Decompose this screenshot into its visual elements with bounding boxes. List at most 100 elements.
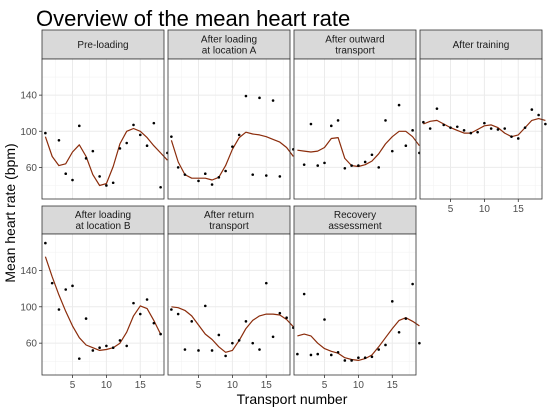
- x-axis-title: Transport number: [237, 391, 348, 407]
- data-point: [329, 353, 333, 357]
- data-point: [210, 349, 214, 352]
- data-point: [64, 172, 68, 176]
- data-point: [231, 341, 234, 345]
- data-point: [428, 127, 432, 130]
- data-point: [44, 131, 47, 135]
- data-point: [544, 122, 547, 126]
- data-point: [343, 166, 347, 170]
- data-point: [343, 359, 347, 362]
- data-point: [111, 181, 115, 185]
- data-point: [71, 178, 74, 182]
- panel-border: [41, 58, 165, 200]
- data-point: [105, 344, 108, 348]
- panel-border: [419, 58, 543, 200]
- data-point: [523, 126, 527, 129]
- data-point: [323, 318, 326, 321]
- facet-strip: [41, 29, 165, 60]
- data-point: [316, 352, 320, 356]
- data-point: [237, 339, 241, 342]
- data-point: [224, 354, 227, 358]
- data-point: [50, 281, 54, 285]
- data-point: [323, 161, 326, 165]
- data-point: [111, 346, 115, 350]
- data-point: [77, 124, 81, 128]
- data-point: [516, 137, 520, 140]
- data-point: [251, 341, 255, 345]
- data-point: [159, 332, 162, 336]
- data-point: [404, 317, 408, 320]
- data-point: [138, 133, 142, 137]
- smooth-trend-line: [297, 317, 420, 361]
- data-point: [530, 108, 534, 111]
- data-point: [370, 355, 374, 359]
- x-tick-label: 15: [135, 380, 147, 391]
- data-point: [190, 320, 194, 323]
- data-point: [197, 179, 200, 183]
- facet-strip-label: After return: [204, 210, 254, 221]
- data-point: [384, 343, 387, 347]
- data-point: [152, 321, 156, 325]
- data-point: [377, 166, 381, 169]
- panel-background: [294, 234, 416, 375]
- panel-background: [168, 59, 290, 199]
- data-point: [258, 348, 261, 351]
- data-point: [84, 317, 88, 320]
- data-point: [203, 304, 207, 308]
- data-point: [237, 133, 241, 137]
- data-point: [422, 120, 425, 124]
- data-point: [285, 316, 288, 319]
- data-point: [350, 164, 353, 167]
- x-tick-label: 15: [513, 204, 525, 215]
- panel-background: [42, 59, 164, 199]
- x-tick-label: 10: [479, 204, 491, 215]
- data-point: [390, 300, 394, 303]
- data-point: [537, 113, 540, 117]
- data-point: [244, 94, 248, 98]
- data-point: [98, 346, 101, 350]
- panel-background: [42, 234, 164, 375]
- data-point: [176, 166, 180, 169]
- data-point: [91, 349, 95, 352]
- facet-strip-label: at location B: [75, 221, 130, 232]
- data-point: [397, 103, 401, 107]
- smooth-trend-line: [170, 131, 294, 181]
- data-point: [98, 175, 101, 178]
- facet-strip-label: Pre-loading: [77, 40, 128, 51]
- x-tick-label: 15: [387, 380, 399, 391]
- data-point: [244, 320, 248, 323]
- data-point: [336, 119, 340, 122]
- data-point: [57, 138, 61, 142]
- data-point: [203, 172, 207, 176]
- data-point: [217, 176, 221, 179]
- data-point: [503, 127, 507, 130]
- data-point: [296, 352, 299, 356]
- data-point: [132, 123, 135, 127]
- panel-border: [293, 58, 417, 200]
- data-point: [138, 312, 142, 316]
- data-point: [476, 130, 479, 134]
- smooth-trend-line: [44, 256, 162, 351]
- data-point: [510, 135, 513, 138]
- facet-strip: [41, 205, 165, 235]
- data-point: [258, 96, 261, 100]
- panel-background: [420, 59, 542, 199]
- data-point: [404, 144, 408, 148]
- y-tick-label: 100: [20, 302, 37, 313]
- data-point: [390, 149, 394, 153]
- data-point: [118, 339, 122, 342]
- data-point: [271, 99, 275, 102]
- panel-border: [167, 58, 291, 200]
- x-tick-label: 5: [448, 204, 454, 215]
- data-point: [264, 174, 268, 177]
- data-point: [231, 145, 234, 148]
- data-point: [435, 107, 439, 110]
- data-point: [350, 359, 353, 362]
- smooth-trend-line: [44, 127, 168, 187]
- facet-strip-label: After outward: [325, 35, 384, 46]
- facet-strip-label: assessment: [328, 221, 382, 232]
- facet-strip: [167, 29, 291, 60]
- data-point: [64, 288, 68, 291]
- data-point: [455, 125, 459, 129]
